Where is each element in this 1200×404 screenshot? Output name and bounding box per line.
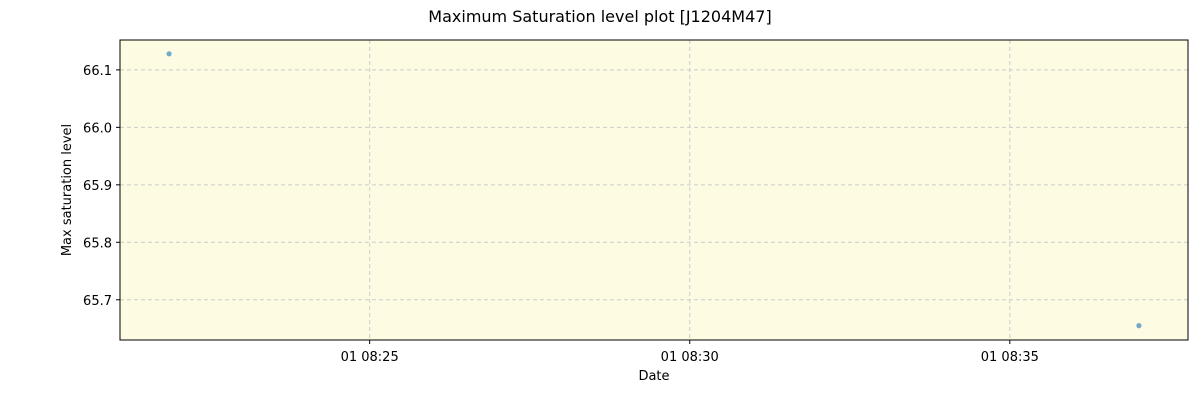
data-point [1136,323,1142,329]
data-point [166,51,172,57]
y-tick-label: 65.9 [83,179,112,194]
y-tick-label: 65.7 [83,294,112,309]
data-points [166,51,1142,329]
x-tick-label: 01 08:30 [661,350,719,365]
chart-title: Maximum Saturation level plot [J1204M47] [428,7,771,26]
y-tick-label: 65.8 [83,236,112,251]
grid-lines [120,40,1188,340]
x-tick-label: 01 08:35 [981,350,1039,365]
x-axis-label: Date [638,369,669,384]
plot-frame [119,39,1189,341]
plot-area [120,40,1188,340]
x-tick-label: 01 08:25 [341,350,399,365]
y-axis-label: Max saturation level [60,124,75,256]
y-tick-label: 66.1 [83,64,112,79]
y-tick-label: 66.0 [83,121,112,136]
x-axis-ticks: 01 08:25 01 08:30 01 08:35 [341,340,1039,365]
y-axis-ticks: 65.7 65.8 65.9 66.0 66.1 [83,64,120,309]
